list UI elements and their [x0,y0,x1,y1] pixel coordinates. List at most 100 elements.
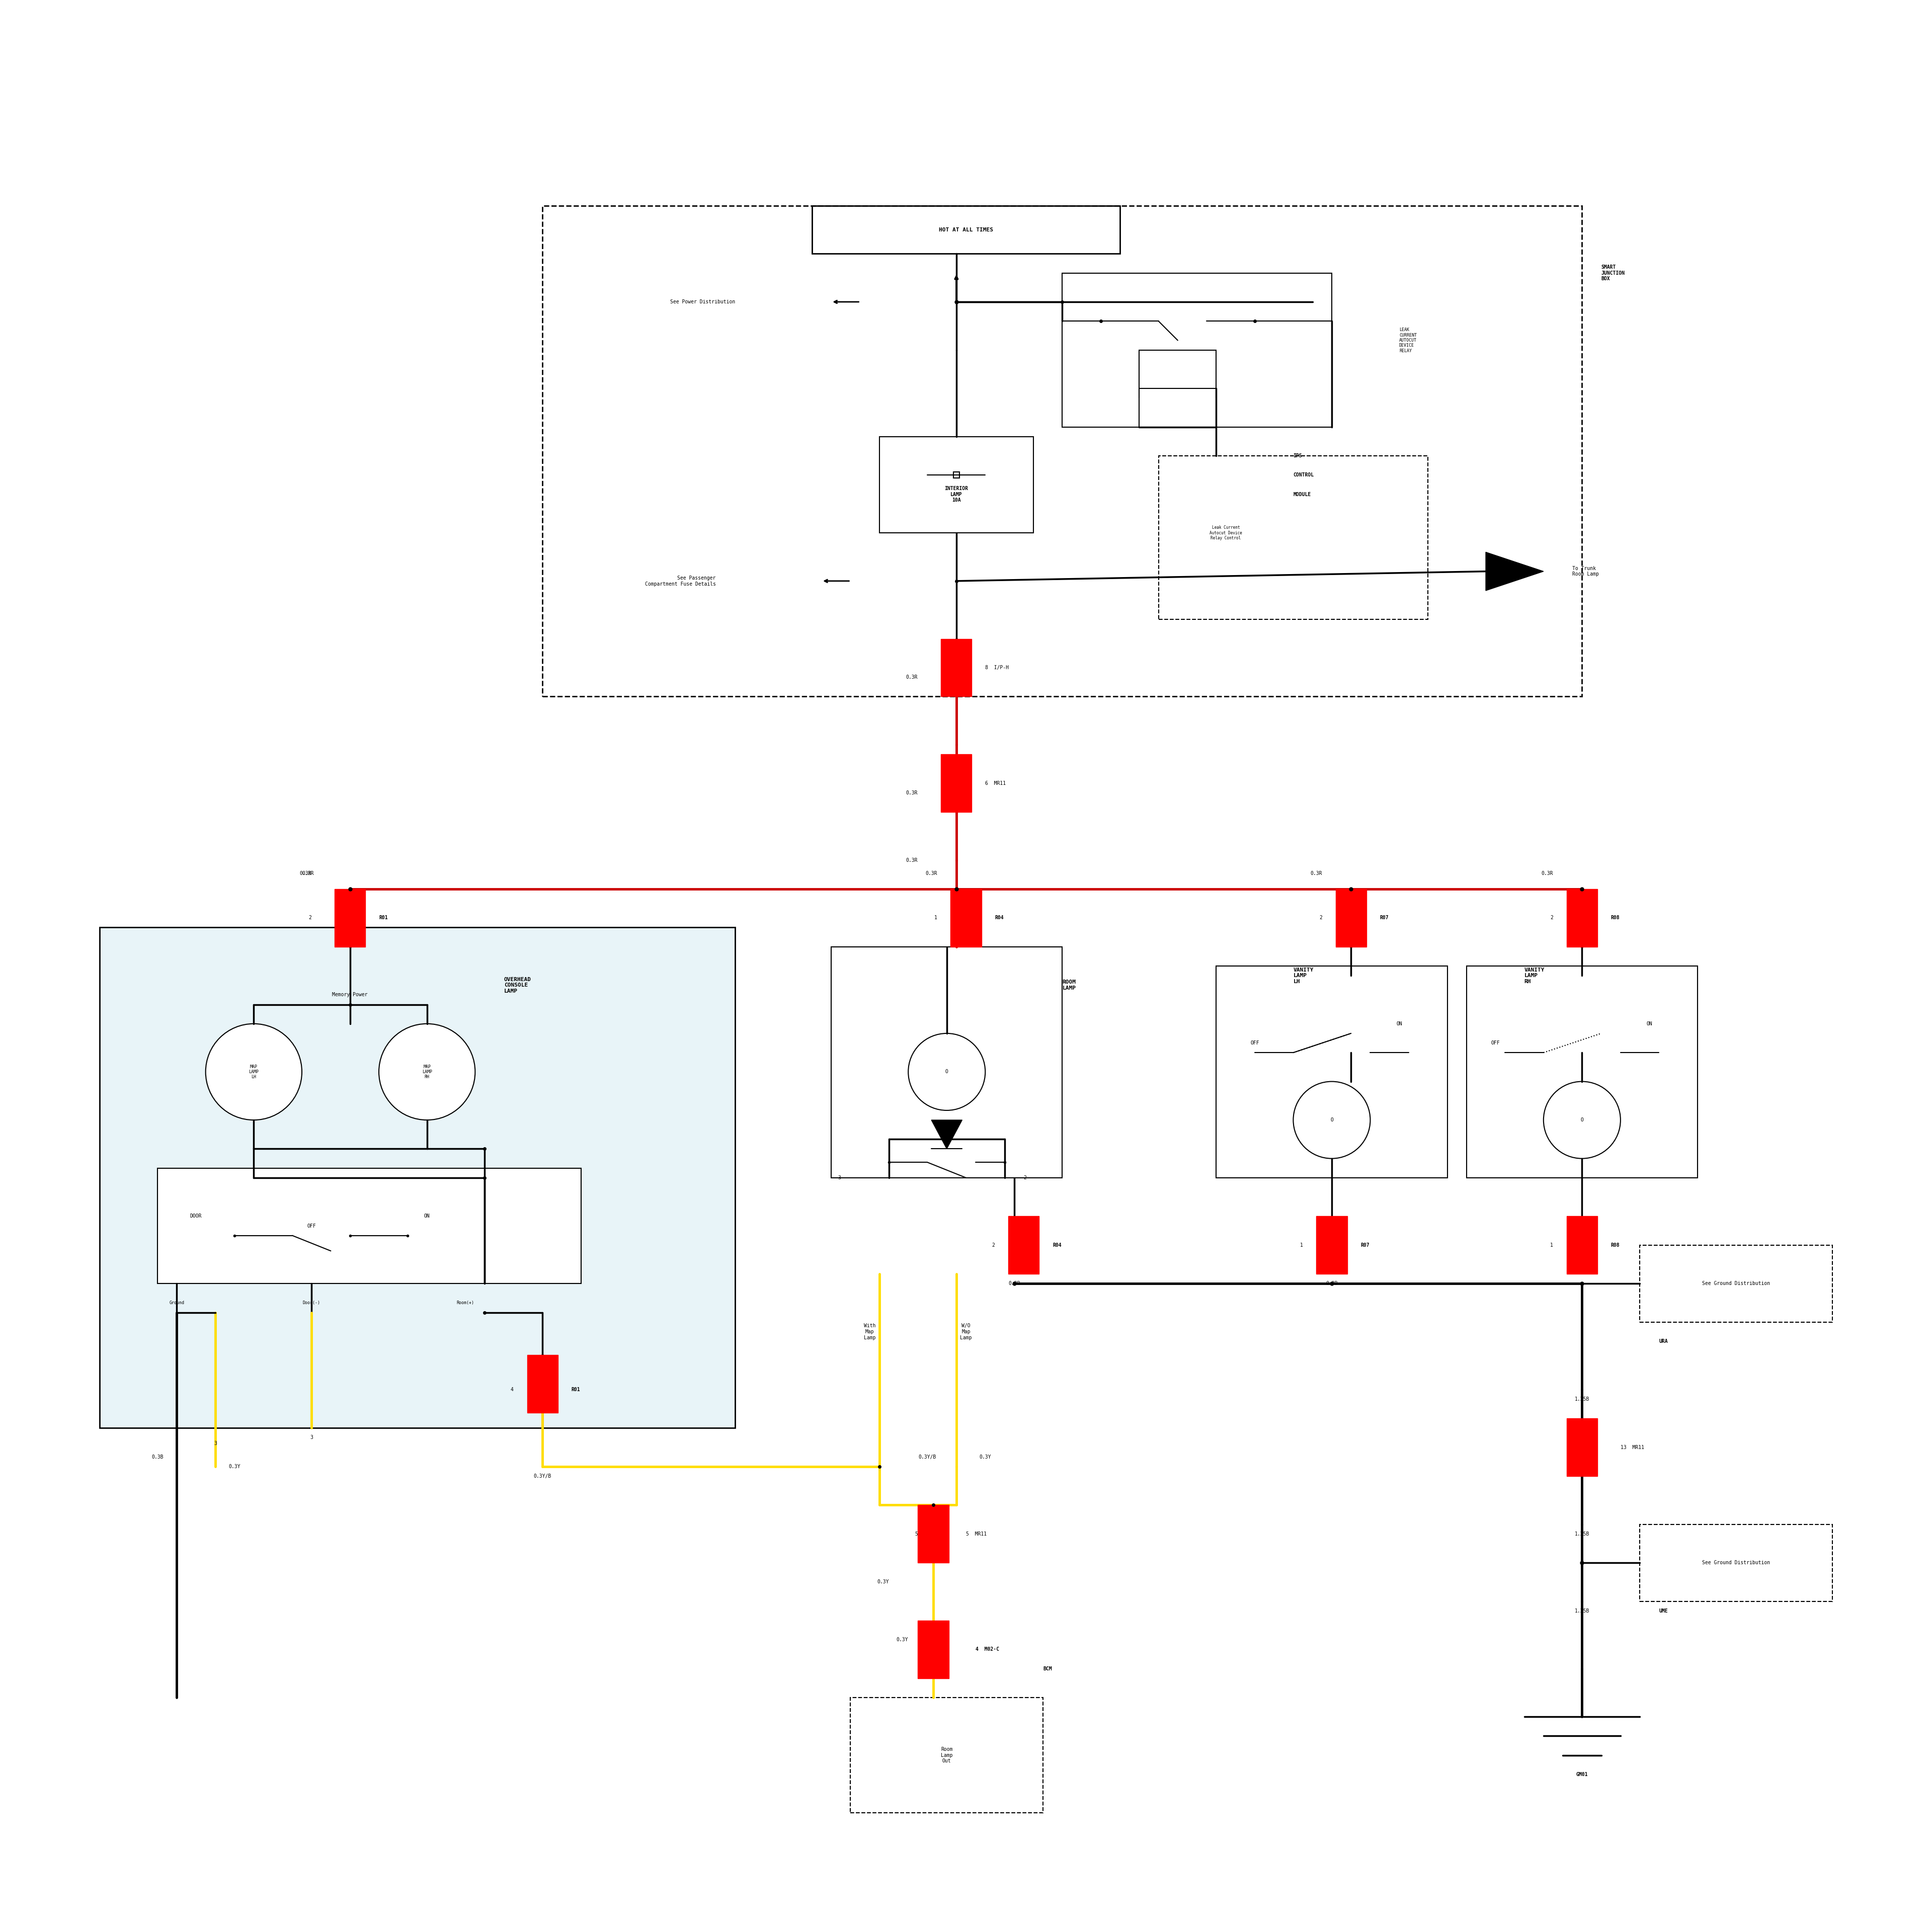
Text: 0.3Y: 0.3Y [228,1464,240,1468]
Text: 0.3B: 0.3B [1325,1281,1337,1287]
Text: 2: 2 [991,1242,995,1248]
Bar [158,1169,582,1283]
Text: Room(+): Room(+) [456,1300,473,1306]
Circle shape [908,1034,985,1111]
Text: 4  M02-C: 4 M02-C [976,1646,999,1652]
Bar [1335,889,1366,947]
Text: 0.3Y: 0.3Y [980,1455,991,1459]
Text: R07: R07 [1360,1242,1370,1248]
Bar [1567,1217,1598,1273]
Text: 1: 1 [1549,1242,1553,1248]
Bar [1217,966,1447,1179]
Text: DOOR: DOOR [189,1213,203,1219]
Bar [1009,1217,1039,1273]
Bar [850,1698,1043,1812]
Text: To Trunk
Room Lamp: To Trunk Room Lamp [1573,566,1600,578]
Text: MAP
LAMP
RH: MAP LAMP RH [421,1065,433,1080]
Text: W/O
Map
Lamp: W/O Map Lamp [960,1323,972,1341]
Bar [100,927,734,1428]
Text: 0.3R: 0.3R [906,790,918,796]
Text: 0.3R: 0.3R [301,871,313,875]
Text: See Ground Distribution: See Ground Distribution [1702,1281,1770,1287]
Bar [1640,1524,1832,1602]
Bar [1466,966,1698,1179]
Text: 13  MR11: 13 MR11 [1621,1445,1644,1449]
Bar [100,927,734,1428]
Circle shape [205,1024,301,1121]
Text: LEAK
CURRENT
AUTOCUT
DEVICE
RELAY: LEAK CURRENT AUTOCUT DEVICE RELAY [1399,328,1416,354]
Bar [831,947,1063,1179]
Text: VANITY
LAMP
RH: VANITY LAMP RH [1524,968,1544,983]
Text: 0.3Y: 0.3Y [896,1636,908,1642]
Bar [1063,272,1331,427]
Text: 0.3R: 0.3R [1310,871,1321,875]
Text: OFF: OFF [307,1223,317,1229]
Text: VANITY
LAMP
LH: VANITY LAMP LH [1293,968,1314,983]
Text: 1.25B: 1.25B [1575,1397,1590,1401]
Text: See Power Distribution: See Power Distribution [670,299,734,305]
Text: 0.3R: 0.3R [299,871,311,875]
Text: See Passenger
Compartment Fuse Details: See Passenger Compartment Fuse Details [645,576,715,587]
Text: 3: 3 [309,1435,313,1439]
Text: 0.3R: 0.3R [925,871,937,875]
Text: 0.3Y/B: 0.3Y/B [533,1474,551,1478]
Text: A: A [1513,568,1517,574]
Bar [1140,350,1217,388]
Bar [527,1354,558,1412]
Circle shape [379,1024,475,1121]
Text: GM01: GM01 [1577,1772,1588,1777]
Bar [1567,889,1598,947]
Text: 0.3B: 0.3B [151,1455,164,1459]
Circle shape [1544,1082,1621,1159]
Text: MAP
LAMP
LH: MAP LAMP LH [249,1065,259,1080]
Text: 2: 2 [1549,916,1553,920]
Polygon shape [1486,553,1544,591]
Text: OVERHEAD
CONSOLE
LAMP: OVERHEAD CONSOLE LAMP [504,978,531,993]
Text: 2: 2 [1320,916,1321,920]
Text: 0.3Y/B: 0.3Y/B [918,1455,937,1459]
Polygon shape [931,1121,962,1150]
Text: 3: 3 [838,1175,840,1180]
Circle shape [1293,1082,1370,1159]
Text: R01: R01 [379,916,388,920]
Text: With
Map
Lamp: With Map Lamp [864,1323,875,1341]
Text: R04: R04 [1053,1242,1061,1248]
Text: Room
Lamp
Out: Room Lamp Out [941,1747,952,1764]
Text: See Ground Distribution: See Ground Distribution [1702,1561,1770,1565]
Text: Leak Current
Autocut Device
Relay Control: Leak Current Autocut Device Relay Contro… [1209,526,1242,541]
Text: 0.3B: 0.3B [1009,1281,1020,1287]
Text: O: O [1580,1117,1584,1122]
Text: 2: 2 [309,916,311,920]
Bar [941,753,972,811]
Text: MODULE: MODULE [1293,493,1312,497]
Text: 8  I/P-H: 8 I/P-H [985,665,1009,670]
Text: 1: 1 [1300,1242,1302,1248]
Text: 1.25B: 1.25B [1575,1532,1590,1536]
Bar [918,1505,949,1563]
Text: Ground: Ground [170,1300,184,1306]
Bar [543,205,1582,697]
Text: ROOM
LAMP: ROOM LAMP [1063,980,1076,991]
Text: 1: 1 [176,1435,178,1439]
Text: 0.3R: 0.3R [1542,871,1553,875]
Text: BCM: BCM [1043,1665,1051,1671]
Bar [1567,1418,1598,1476]
Text: 1: 1 [935,916,937,920]
Bar [879,437,1034,533]
Text: R01: R01 [572,1387,580,1393]
Bar [1640,1244,1832,1321]
Text: ON: ON [1397,1022,1403,1026]
Text: UME: UME [1660,1607,1667,1613]
Text: 4: 4 [510,1387,514,1393]
Text: 5  MR11: 5 MR11 [966,1532,987,1536]
Text: IPS: IPS [1293,454,1302,458]
Text: SMART
JUNCTION
BOX: SMART JUNCTION BOX [1602,265,1625,282]
Bar [918,1621,949,1679]
Text: Memory Power: Memory Power [332,993,367,997]
Text: OFF: OFF [1250,1041,1260,1045]
Text: ON: ON [1646,1022,1652,1026]
Bar [334,889,365,947]
Text: 6  MR11: 6 MR11 [985,781,1007,786]
Bar [951,889,981,947]
Bar [811,205,1121,253]
